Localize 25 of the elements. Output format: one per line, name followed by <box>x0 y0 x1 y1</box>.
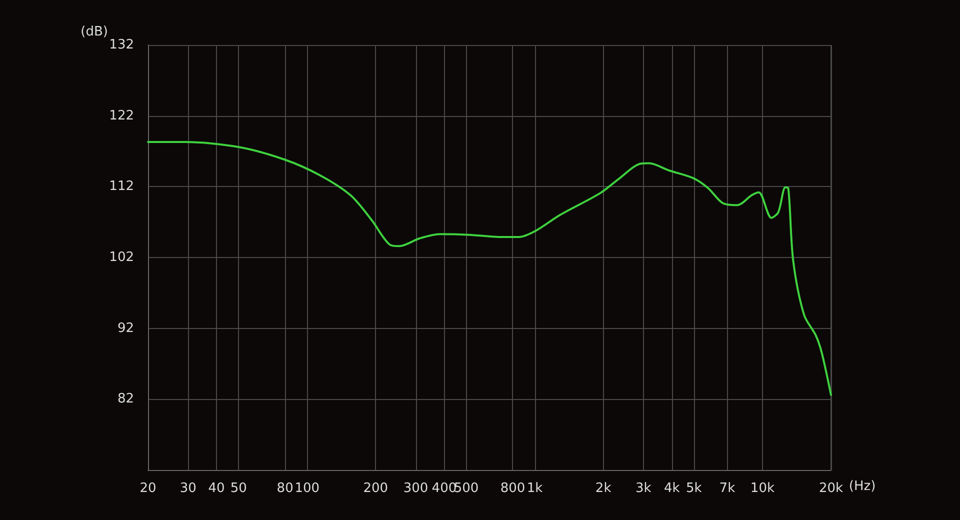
x-tick-label: 80 <box>276 481 294 496</box>
x-tick-label: 4k <box>664 481 680 496</box>
x-tick-label: 1k <box>526 481 544 496</box>
x-tick-label: 20k <box>818 481 844 496</box>
x-tick-label: 20 <box>140 481 156 496</box>
x-tick-label: 30 <box>180 481 196 496</box>
x-tick-label: 5k <box>686 481 702 496</box>
x-tick-label: 200 <box>363 481 388 496</box>
x-tick-label: 10k <box>750 481 775 496</box>
x-tick-label: 100 <box>294 481 320 496</box>
y-axis-title: (dB) <box>80 24 108 40</box>
x-tick-label: 7k <box>719 481 736 496</box>
x-axis-title: (Hz) <box>848 479 876 494</box>
y-tick-label: 132 <box>109 38 134 52</box>
y-tick-label: 122 <box>109 108 134 124</box>
x-tick-label: 40 <box>208 481 225 496</box>
y-tick-label: 82 <box>117 392 134 407</box>
x-tick-label: 300 <box>403 481 428 496</box>
x-tick-label: 2k <box>595 481 612 496</box>
y-tick-label: 92 <box>117 320 134 336</box>
x-tick-label: 800 <box>500 481 526 496</box>
y-tick-label: 112 <box>109 179 134 194</box>
x-tick-label: 3k <box>636 481 652 496</box>
x-tick-label: 50 <box>230 481 247 496</box>
y-tick-label: 102 <box>109 250 134 265</box>
